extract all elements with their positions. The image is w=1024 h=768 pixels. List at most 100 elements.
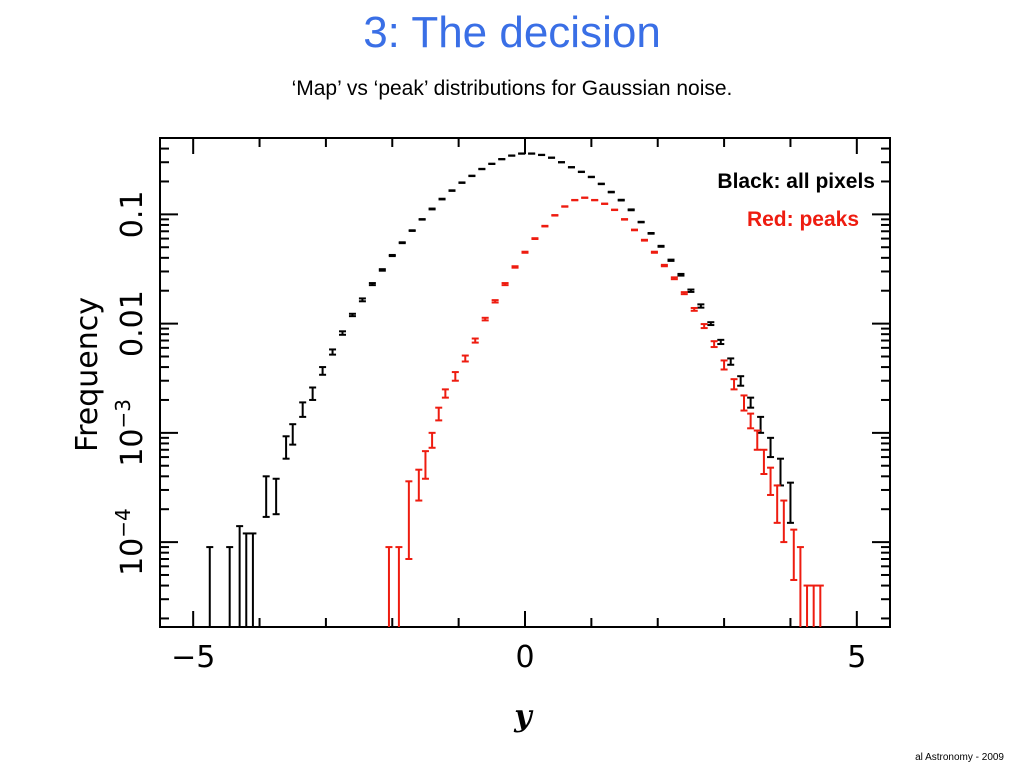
data-point: [226, 546, 234, 627]
data-point: [242, 532, 250, 627]
data-point: [398, 241, 406, 245]
data-point: [236, 525, 244, 627]
data-point: [385, 546, 393, 627]
data-point: [720, 359, 728, 371]
legend-item: Black: all pixels: [717, 170, 875, 193]
data-point: [607, 190, 615, 194]
data-point: [637, 220, 645, 224]
data-point: [262, 475, 270, 518]
data-point: [451, 371, 459, 382]
data-point: [531, 237, 539, 240]
data-point: [650, 250, 658, 254]
data-point: [670, 276, 678, 281]
data-point: [740, 394, 748, 412]
x-axis-label: y: [513, 699, 534, 734]
data-point: [289, 423, 297, 446]
series-1: [385, 196, 824, 627]
data-point: [438, 197, 446, 201]
data-point: [730, 378, 738, 391]
data-point: [441, 388, 449, 399]
chart-labels: −5 0 5 0.1 0.01 10−3 10−4 Frequency y Black: all …: [70, 170, 875, 734]
data-point: [348, 312, 356, 318]
data-point: [767, 466, 775, 496]
data-point: [786, 481, 794, 524]
y-axis-label: Frequency: [70, 297, 105, 452]
series-0: [206, 152, 794, 627]
data-point: [710, 340, 718, 349]
data-point: [790, 528, 798, 581]
data-point: [448, 189, 456, 192]
x-tick-label: 5: [847, 640, 866, 675]
data-point: [461, 354, 469, 363]
data-point: [667, 258, 675, 262]
data-point: [481, 316, 489, 322]
data-point: [471, 337, 479, 344]
data-point: [687, 288, 695, 293]
data-point: [617, 198, 625, 202]
data-point: [727, 357, 735, 366]
chart-series: [206, 152, 824, 627]
data-point: [206, 546, 214, 627]
data-point: [777, 457, 784, 487]
data-point: [700, 323, 708, 330]
y-tick-label: 10−4: [111, 508, 150, 576]
data-point: [358, 297, 366, 303]
chart-axes: [159, 137, 891, 628]
data-point: [737, 375, 745, 387]
data-point: [491, 299, 499, 304]
slide-title: 3: The decision: [363, 8, 661, 57]
data-point: [511, 265, 519, 269]
data-point: [299, 401, 307, 418]
data-point: [773, 484, 781, 524]
y-tick-label: 0.01: [115, 290, 150, 357]
data-point: [249, 532, 257, 627]
data-point: [780, 499, 788, 544]
data-point: [803, 584, 811, 627]
data-point: [501, 282, 509, 287]
legend-item: Red: peaks: [747, 208, 859, 231]
data-point: [697, 303, 705, 309]
data-point: [810, 584, 818, 627]
data-point: [388, 253, 396, 258]
data-point: [521, 250, 529, 254]
data-point: [796, 546, 804, 627]
slide-subtitle: ‘Map’ vs ‘peak’ distributions for Gaussi…: [291, 77, 733, 100]
data-point: [428, 431, 436, 449]
data-point: [647, 232, 655, 235]
data-point: [680, 291, 688, 296]
data-point: [753, 429, 761, 451]
data-point: [405, 480, 413, 561]
data-point: [627, 208, 635, 212]
x-tick-label: 0: [515, 640, 534, 675]
data-point: [421, 450, 429, 480]
data-point: [631, 228, 638, 232]
data-point: [395, 546, 403, 627]
data-point: [378, 268, 386, 272]
data-point: [541, 224, 549, 228]
data-point: [418, 218, 426, 221]
data-point: [747, 412, 755, 430]
data-point: [272, 477, 280, 516]
data-point: [408, 229, 416, 232]
data-point: [309, 386, 317, 401]
x-tick-label: −5: [171, 640, 215, 675]
data-point: [319, 366, 327, 376]
data-point: [368, 282, 376, 287]
data-point: [415, 468, 423, 502]
data-point: [690, 306, 698, 312]
data-point: [760, 448, 768, 476]
y-tick-label: 0.1: [115, 190, 150, 238]
data-point: [677, 272, 685, 277]
data-point: [747, 396, 755, 409]
data-point: [640, 238, 648, 242]
y-tick-label: 10−3: [111, 399, 150, 467]
data-point: [282, 435, 290, 460]
data-point: [707, 321, 715, 327]
footer-credit: al Astronomy - 2009: [915, 752, 1004, 763]
data-point: [767, 436, 775, 459]
data-point: [816, 584, 824, 627]
data-point: [657, 244, 665, 248]
data-point: [339, 330, 346, 336]
data-point: [621, 218, 629, 221]
